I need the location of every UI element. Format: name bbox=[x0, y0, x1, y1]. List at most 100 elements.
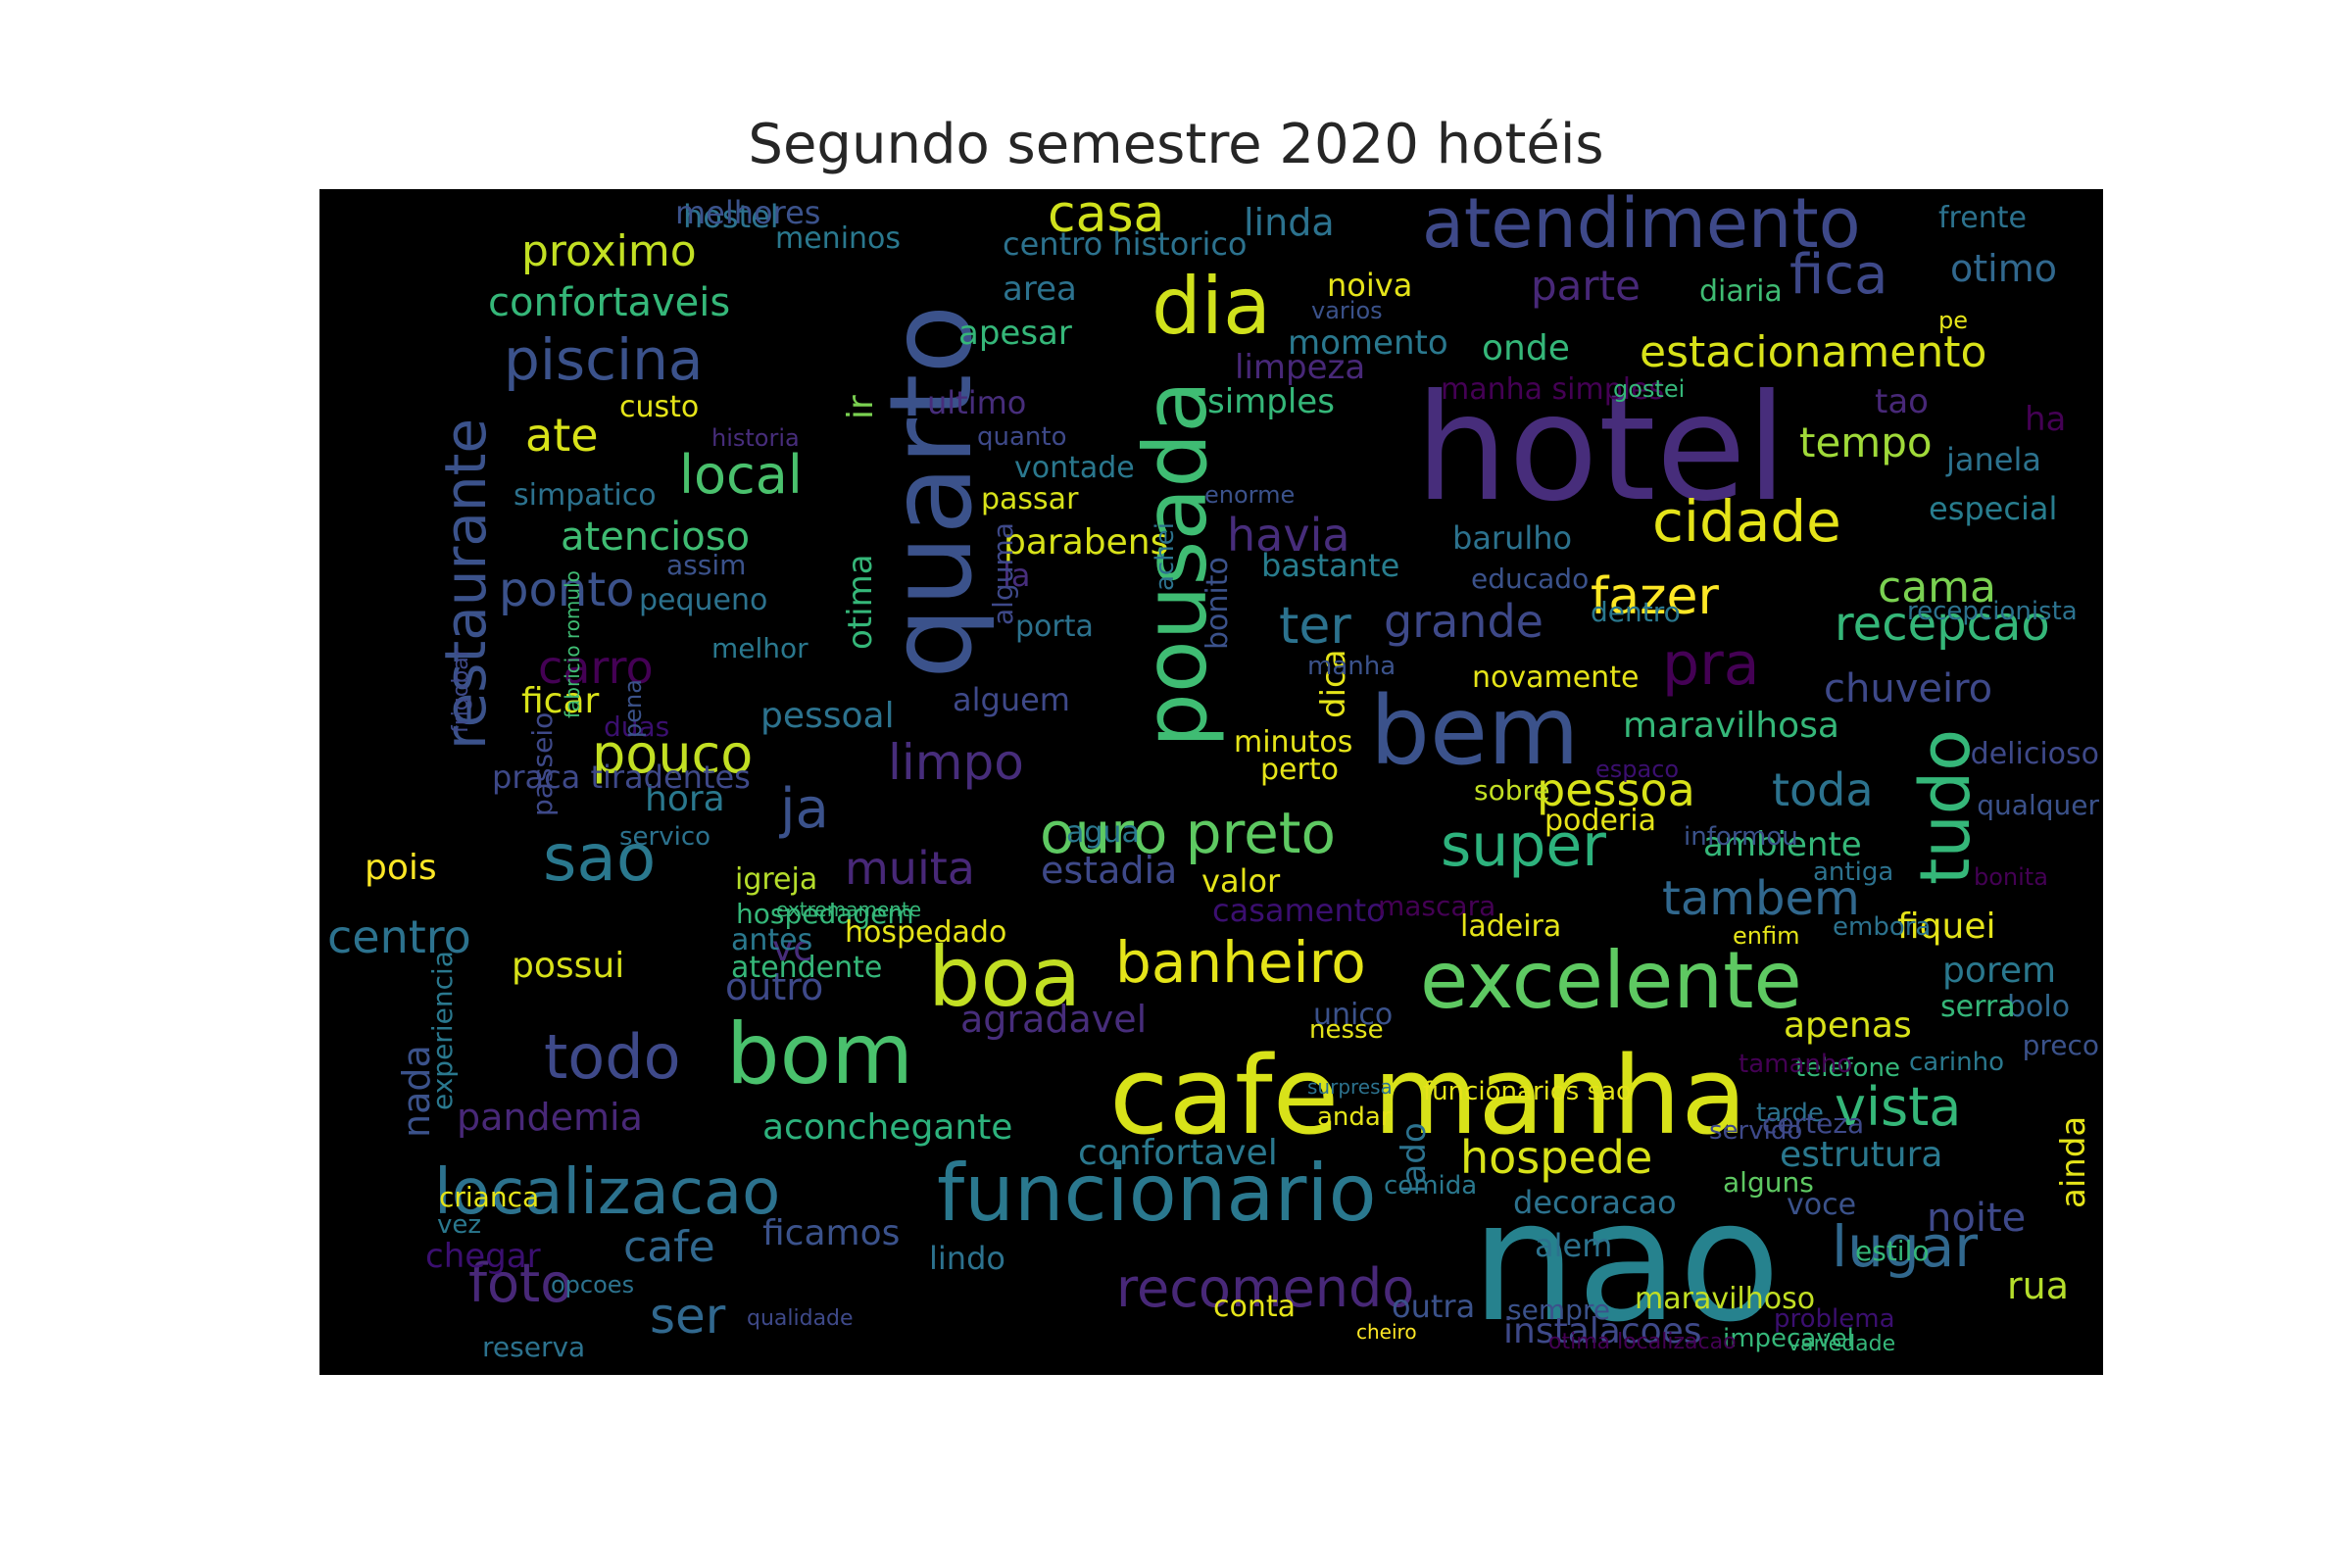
cloud-word: bom bbox=[726, 1005, 913, 1103]
cloud-word: manha simples bbox=[1441, 372, 1665, 407]
cloud-word: hostel bbox=[683, 198, 779, 235]
cloud-word: otima bbox=[841, 554, 880, 650]
cloud-word: vez bbox=[437, 1210, 482, 1240]
cloud-word: toda bbox=[1772, 763, 1874, 816]
cloud-word: reserva bbox=[482, 1331, 586, 1363]
cloud-word: servido bbox=[1709, 1116, 1803, 1146]
cloud-word: recomendo bbox=[1116, 1257, 1415, 1319]
cloud-word: ouro preto bbox=[1040, 800, 1337, 866]
cloud-word: qualidade bbox=[747, 1306, 854, 1331]
cloud-word: gostei bbox=[1613, 375, 1686, 403]
cloud-word: alguem bbox=[953, 681, 1070, 718]
cloud-word: tudo bbox=[1905, 728, 1985, 885]
cloud-word: opcoes bbox=[551, 1271, 635, 1298]
cloud-word: quarto bbox=[865, 304, 998, 679]
cloud-word: fica bbox=[1789, 243, 1888, 307]
cloud-word: embora bbox=[1833, 912, 1932, 942]
cloud-word: decoracao bbox=[1513, 1184, 1677, 1221]
cloud-word: mascara bbox=[1378, 890, 1496, 922]
cloud-word: lugar bbox=[1832, 1213, 1979, 1280]
cloud-word: hospedagem bbox=[736, 898, 914, 930]
cloud-word: sobre bbox=[1474, 774, 1550, 807]
cloud-word: surpresa bbox=[1307, 1075, 1393, 1099]
cloud-word: conta bbox=[1213, 1290, 1297, 1324]
cloud-word: pe bbox=[1938, 307, 1968, 334]
cloud-word: sempre bbox=[1507, 1294, 1610, 1326]
cloud-word: limpeza bbox=[1235, 348, 1366, 387]
cloud-word: achei bbox=[1151, 522, 1180, 591]
cloud-word: parte bbox=[1531, 262, 1641, 310]
cloud-word: crianca bbox=[439, 1181, 540, 1213]
cloud-word: historia bbox=[711, 424, 800, 452]
cloud-word: tamanho bbox=[1739, 1050, 1853, 1079]
cloud-word: porem bbox=[1942, 951, 2057, 991]
cloud-word: ladeira bbox=[1460, 909, 1562, 944]
cloud-word: recepcao bbox=[1835, 597, 2050, 652]
cloud-word: ir bbox=[841, 395, 881, 419]
cloud-word: centro bbox=[327, 910, 471, 963]
cloud-word: bonito bbox=[1200, 557, 1235, 650]
wordcloud-canvas: nao hotel cafe manha quarto excelente bom bem b… bbox=[319, 189, 2103, 1375]
cloud-word: especial bbox=[1929, 490, 2058, 527]
cloud-word: la bbox=[1003, 557, 1031, 594]
cloud-word: piscina bbox=[504, 326, 704, 393]
cloud-word: preco bbox=[2022, 1029, 2099, 1061]
cloud-word: otimo bbox=[1950, 247, 2057, 290]
cloud-word: outro bbox=[725, 965, 824, 1008]
cloud-word: estrutura bbox=[1780, 1135, 1943, 1175]
cloud-word: praca tiradentes bbox=[492, 759, 751, 796]
cloud-word: informou bbox=[1684, 822, 1798, 852]
cloud-word: ha bbox=[2025, 400, 2067, 439]
cloud-word: hospedado bbox=[845, 915, 1007, 950]
cloud-word: havia bbox=[1227, 509, 1350, 562]
cloud-word: variedade bbox=[1788, 1332, 1896, 1356]
cloud-word: cafe bbox=[623, 1222, 715, 1272]
cloud-word: dia bbox=[1152, 261, 1272, 352]
cloud-word: linda bbox=[1244, 201, 1335, 244]
cloud-word: apenas bbox=[1784, 1005, 1912, 1046]
cloud-word: nao bbox=[1471, 1165, 1781, 1359]
cloud-word: lindo bbox=[929, 1240, 1005, 1277]
cloud-word: tempo bbox=[1799, 418, 1933, 466]
cloud-word: pessoa bbox=[1537, 763, 1695, 816]
cloud-word: rua bbox=[2007, 1264, 2069, 1307]
cloud-word: certeza bbox=[1762, 1107, 1865, 1140]
cloud-word: possui bbox=[512, 946, 625, 986]
cloud-word: grande bbox=[1384, 595, 1544, 648]
cloud-word: casamento bbox=[1212, 892, 1386, 929]
cloud-word: pois bbox=[365, 848, 437, 888]
cloud-word: instalacoes bbox=[1503, 1311, 1702, 1351]
cloud-word: passar bbox=[981, 482, 1079, 516]
cloud-word: atendente bbox=[731, 951, 883, 985]
cloud-word: pessoal bbox=[760, 696, 895, 736]
cloud-word: cidade bbox=[1652, 488, 1841, 555]
cloud-word: simpatico bbox=[514, 478, 657, 513]
cloud-word: passeio bbox=[526, 711, 559, 816]
cloud-word: qualquer bbox=[1977, 789, 2099, 821]
cloud-word: hotel bbox=[1415, 364, 1788, 534]
cloud-word: funcionarios sao bbox=[1423, 1077, 1632, 1106]
cloud-word: atendimento bbox=[1422, 189, 1861, 264]
cloud-word: ficamos bbox=[762, 1213, 901, 1253]
cloud-word: carro bbox=[538, 641, 654, 694]
cloud-word: melhores bbox=[675, 194, 821, 231]
cloud-word: hospede bbox=[1460, 1131, 1653, 1184]
cloud-word: noite bbox=[1927, 1196, 2027, 1241]
cloud-word: otima localizacao bbox=[1548, 1330, 1737, 1354]
cloud-word: momento bbox=[1288, 323, 1448, 363]
cloud-word: fazer bbox=[1591, 567, 1719, 626]
wordcloud-title: Segundo semestre 2020 hotéis bbox=[748, 113, 1604, 176]
cloud-word: poderia bbox=[1544, 804, 1656, 838]
cloud-word: unico bbox=[1313, 998, 1394, 1032]
cloud-word: meninos bbox=[775, 221, 902, 256]
cloud-word: enorme bbox=[1204, 481, 1296, 509]
cloud-word: frigobar bbox=[449, 648, 473, 733]
cloud-word: excelente bbox=[1420, 935, 1802, 1026]
cloud-word: minutos bbox=[1234, 725, 1353, 760]
cloud-word: ja bbox=[780, 777, 829, 841]
cloud-word: estacionamento bbox=[1640, 327, 1987, 377]
cloud-word: problema bbox=[1774, 1304, 1895, 1334]
cloud-word: servico bbox=[619, 822, 711, 852]
cloud-word: andar bbox=[1317, 1102, 1392, 1132]
cloud-word: dentro bbox=[1591, 596, 1681, 628]
